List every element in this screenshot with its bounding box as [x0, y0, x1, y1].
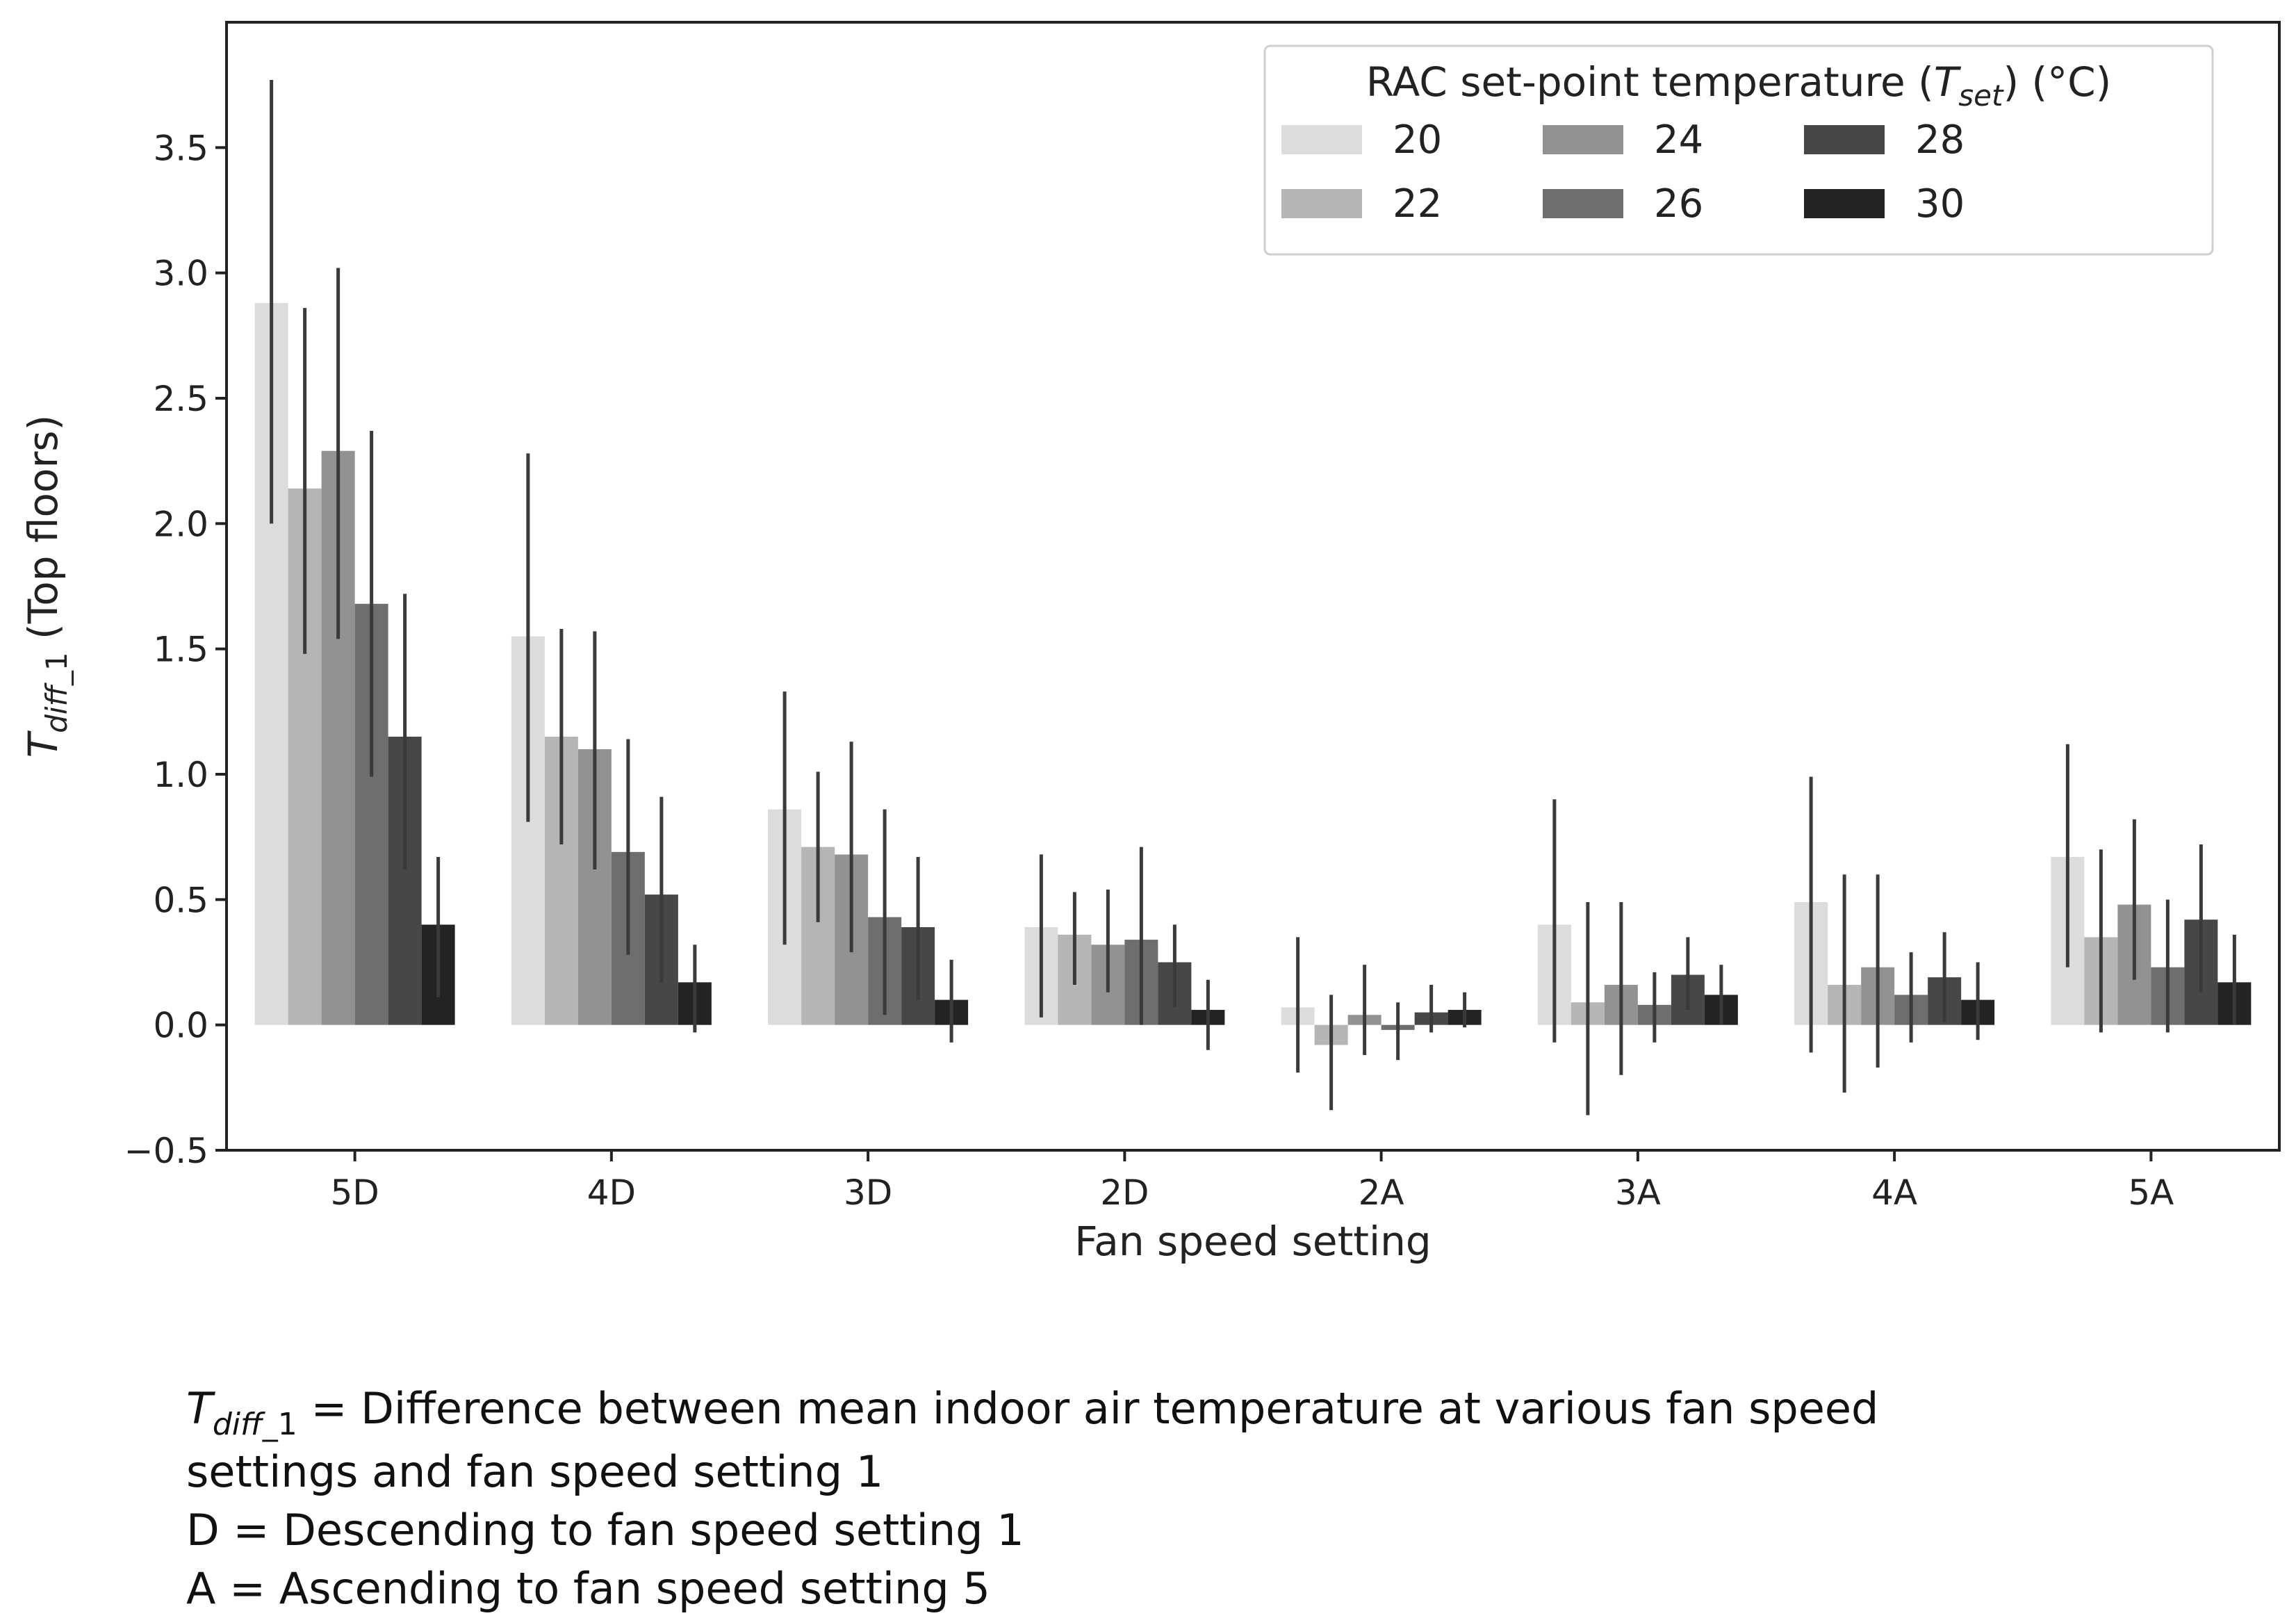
legend-title: RAC set-point temperature (Tset) (°C) [1366, 58, 2112, 113]
legend-title-prefix: RAC set-point temperature ( [1366, 58, 1934, 106]
legend-box [1263, 44, 2214, 256]
x-axis: 5D 4D 3D 2D 2A 3A 4A 5A [330, 1150, 2174, 1213]
legend-entries: 20 22 24 26 28 30 [1281, 117, 1965, 227]
legend-swatch-20 [1281, 125, 1362, 154]
y-axis-label-suffix: (Top floors) [19, 415, 67, 653]
note-tdiff-subscript-index: _1 [262, 1407, 297, 1442]
y-axis: −0.5 0.0 0.5 1.0 1.5 2.0 2.5 3.0 3.5 [124, 128, 227, 1171]
y-tick-label: −0.5 [124, 1131, 208, 1171]
error-bar-marks [270, 79, 2236, 1116]
y-tick-label: 1.5 [153, 630, 208, 670]
y-tick-label: 2.5 [153, 379, 208, 419]
chart-notes: Tdiff_1 = Difference between mean indoor… [186, 1380, 2201, 1618]
y-axis-label-subscript-index: _1 [40, 652, 74, 686]
y-tick-label: 3.5 [153, 128, 208, 168]
bar-marks [254, 302, 2252, 1045]
note-tdiff-symbol: T [186, 1383, 213, 1434]
x-tick-label: 2D [1100, 1172, 1149, 1213]
x-tick-label: 2A [1359, 1172, 1404, 1213]
y-tick-label: 0.0 [153, 1006, 208, 1046]
plot-frame [225, 21, 2281, 1152]
y-axis-label: Tdiff_1 (Top floors) [19, 415, 74, 758]
legend-swatch-22 [1281, 189, 1362, 218]
x-tick-label: 4A [1871, 1172, 1917, 1213]
legend-label-26: 26 [1654, 181, 1703, 227]
note-tdiff-definition: = Difference between mean indoor air tem… [297, 1383, 1879, 1434]
legend-label-30: 30 [1915, 181, 1965, 227]
bar-chart: −0.5 0.0 0.5 1.0 1.5 2.0 2.5 3.0 3.5 5D 4D 3D 2D 2A 3… [19, 21, 2281, 1265]
x-tick-label: 3A [1615, 1172, 1661, 1213]
note-tdiff-continued: settings and fan speed setting 1 [186, 1446, 884, 1497]
x-tick-label: 5A [2128, 1172, 2174, 1213]
note-descending: D = Descending to fan speed setting 1 [186, 1505, 1024, 1555]
legend-label-24: 24 [1654, 117, 1703, 163]
legend-swatch-24 [1543, 125, 1623, 154]
y-tick-label: 2.0 [153, 504, 208, 544]
legend-title-subscript: set [1958, 79, 2004, 113]
note-tdiff-subscript: diff [212, 1407, 263, 1442]
legend-swatch-28 [1804, 125, 1885, 154]
legend-label-20: 20 [1393, 117, 1442, 163]
x-tick-label: 5D [330, 1172, 379, 1213]
y-tick-label: 0.5 [153, 880, 208, 920]
legend-label-28: 28 [1915, 117, 1965, 163]
legend: RAC set-point temperature (Tset) (°C) 20… [1263, 44, 2214, 256]
x-tick-label: 4D [587, 1172, 636, 1213]
y-tick-label: 1.0 [153, 755, 208, 795]
y-tick-label: 3.0 [153, 254, 208, 294]
legend-title-suffix: ) (°C) [2003, 58, 2111, 106]
legend-title-symbol: T [1934, 58, 1962, 106]
legend-swatch-30 [1804, 189, 1885, 218]
y-axis-label-subscript: diff [40, 682, 74, 733]
y-axis-label-symbol: T [19, 730, 67, 758]
x-tick-label: 3D [844, 1172, 892, 1213]
note-tdiff: Tdiff_1 = Difference between mean indoor… [186, 1380, 2201, 1443]
x-axis-label: Fan speed setting [1074, 1218, 1432, 1265]
legend-swatch-26 [1543, 189, 1623, 218]
legend-label-22: 22 [1393, 181, 1442, 227]
note-ascending: A = Ascending to fan speed setting 5 [186, 1563, 990, 1614]
